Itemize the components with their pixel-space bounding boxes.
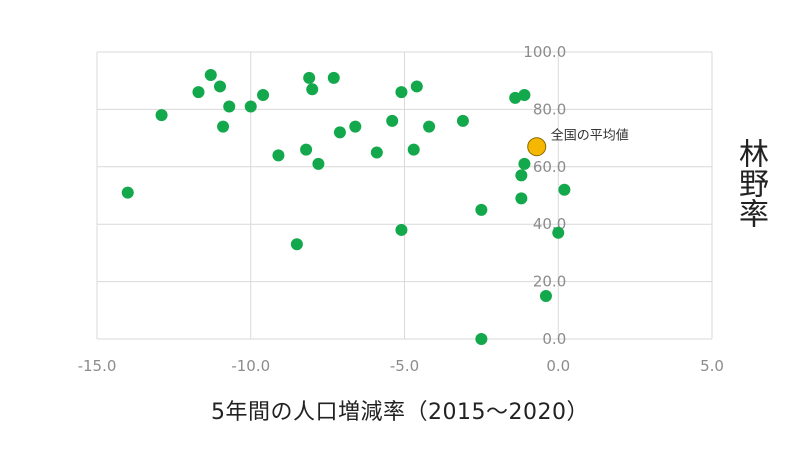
data-point xyxy=(290,238,303,251)
data-point xyxy=(410,80,423,93)
data-point xyxy=(395,86,408,99)
data-point xyxy=(192,86,205,99)
data-point xyxy=(518,157,531,170)
data-point xyxy=(395,223,408,236)
data-point xyxy=(558,183,571,196)
data-point xyxy=(539,289,552,302)
data-point xyxy=(552,226,565,239)
data-point xyxy=(214,80,226,93)
national-average-point xyxy=(527,137,547,157)
data-point xyxy=(257,89,270,102)
x-tick-label: -10.0 xyxy=(231,357,270,375)
data-point xyxy=(223,100,236,113)
data-point xyxy=(370,146,383,159)
data-point xyxy=(121,186,134,199)
national-average-label: 全国の平均値 xyxy=(551,128,629,144)
data-point xyxy=(272,149,285,162)
x-tick-label: -5.0 xyxy=(390,357,419,375)
data-point xyxy=(423,120,436,133)
annotations: 全国の平均値 xyxy=(551,128,629,144)
data-point xyxy=(349,120,362,133)
data-point xyxy=(515,192,528,205)
data-point xyxy=(518,89,531,102)
y-tick-label: 80.0 xyxy=(533,100,566,118)
data-point xyxy=(327,71,340,84)
y-tick-label: 60.0 xyxy=(533,158,566,176)
x-tick-label: -15.0 xyxy=(78,357,117,375)
data-point xyxy=(306,83,319,96)
x-axis-label: 5年間の人口増減率（2015〜2020） xyxy=(211,400,589,425)
data-point xyxy=(475,333,488,345)
y-tick-label: 0.0 xyxy=(542,330,566,348)
data-point xyxy=(204,68,217,81)
data-point xyxy=(509,91,522,104)
y-tick-label: 100.0 xyxy=(523,43,566,61)
data-point xyxy=(303,71,316,84)
data-point xyxy=(217,120,230,133)
data-point xyxy=(515,169,528,182)
data-point xyxy=(456,114,469,127)
grid-lines xyxy=(96,51,713,340)
data-points xyxy=(121,68,571,345)
data-point xyxy=(155,109,168,122)
y-tick-label: 20.0 xyxy=(533,273,566,291)
x-tick-label: 0.0 xyxy=(546,357,570,375)
data-point xyxy=(386,114,399,127)
y-axis-label: 林野率 xyxy=(733,138,768,228)
data-point xyxy=(333,126,346,139)
data-point xyxy=(475,203,488,216)
data-point xyxy=(244,100,257,113)
data-point xyxy=(407,143,420,156)
data-point xyxy=(300,143,313,156)
x-tick-label: 5.0 xyxy=(700,357,724,375)
data-point xyxy=(312,157,325,170)
x-tick-labels: -15.0 -10.0 -5.0 0.0 5.0 xyxy=(78,357,724,375)
